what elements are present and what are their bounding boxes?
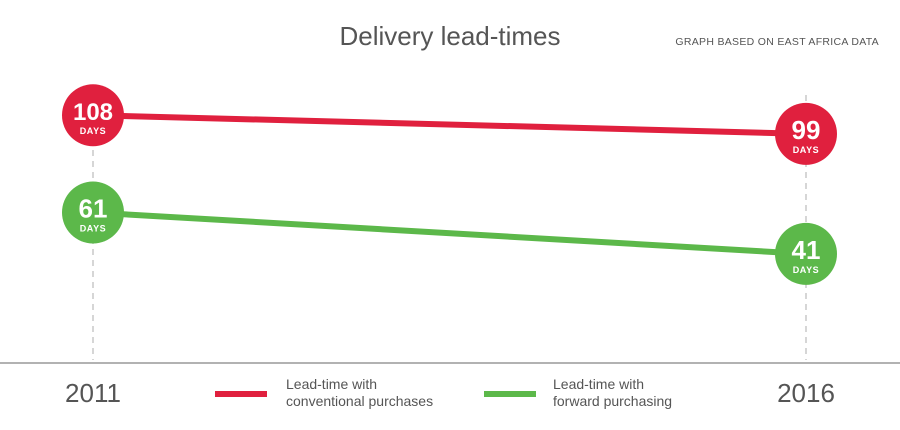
data-label-unit: DAYS (80, 224, 107, 234)
data-label-unit: DAYS (793, 265, 820, 275)
legend-label: Lead-time with (553, 376, 644, 392)
chart-subtitle: GRAPH BASED ON EAST AFRICA DATA (675, 36, 879, 48)
legend-label: Lead-time with (286, 376, 377, 392)
data-point-circle (775, 102, 837, 165)
data-point-circle (775, 222, 837, 285)
year-guides (92, 95, 807, 360)
x-tick-label: 2011 (65, 378, 121, 408)
data-label: 41 (792, 235, 821, 265)
data-label: 99 (792, 115, 821, 145)
chart-title: Delivery lead-times (339, 21, 560, 51)
legend-item: Lead-time with forward purchasing (484, 376, 672, 409)
data-label-unit: DAYS (793, 145, 820, 155)
x-tick-label: 2016 (777, 378, 835, 408)
data-point-circle (62, 84, 124, 147)
data-label: 61 (79, 194, 108, 224)
series-line (92, 209, 807, 257)
legend-label: forward purchasing (553, 393, 672, 409)
data-point-circle (62, 181, 124, 244)
legend: Lead-time with conventional purchases Le… (215, 376, 672, 409)
series-lines (92, 112, 807, 257)
legend-item: Lead-time with conventional purchases (215, 376, 433, 409)
legend-label: conventional purchases (286, 393, 433, 409)
data-label-unit: DAYS (80, 126, 107, 136)
series-line (92, 112, 807, 137)
data-label: 108 (73, 99, 113, 126)
